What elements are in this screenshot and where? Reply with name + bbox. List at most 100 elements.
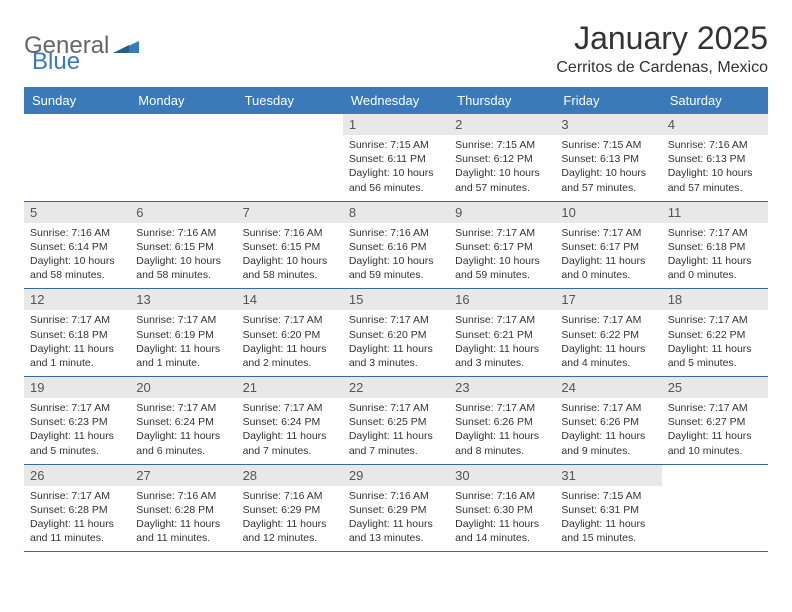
day-line: Sunset: 6:29 PM <box>243 503 337 517</box>
day-number: 24 <box>555 377 661 398</box>
day-number: 20 <box>130 377 236 398</box>
calendar-day: 18Sunrise: 7:17 AMSunset: 6:22 PMDayligh… <box>662 289 768 376</box>
weeks-container: 1Sunrise: 7:15 AMSunset: 6:11 PMDaylight… <box>24 114 768 552</box>
day-line: Sunset: 6:31 PM <box>561 503 655 517</box>
day-line: Sunrise: 7:16 AM <box>455 489 549 503</box>
day-body: Sunrise: 7:17 AMSunset: 6:26 PMDaylight:… <box>449 398 555 464</box>
day-line: Sunset: 6:27 PM <box>668 415 762 429</box>
day-line: Sunset: 6:22 PM <box>561 328 655 342</box>
day-line: Sunrise: 7:17 AM <box>455 313 549 327</box>
day-number: 23 <box>449 377 555 398</box>
day-line: Daylight: 11 hours and 12 minutes. <box>243 517 337 545</box>
day-line: Sunset: 6:25 PM <box>349 415 443 429</box>
day-line: Daylight: 10 hours and 59 minutes. <box>455 254 549 282</box>
calendar-day: 2Sunrise: 7:15 AMSunset: 6:12 PMDaylight… <box>449 114 555 201</box>
brand-flag-icon <box>113 35 139 57</box>
day-body: Sunrise: 7:17 AMSunset: 6:24 PMDaylight:… <box>130 398 236 464</box>
day-number: 2 <box>449 114 555 135</box>
day-body: Sunrise: 7:16 AMSunset: 6:15 PMDaylight:… <box>237 223 343 289</box>
day-line: Daylight: 11 hours and 4 minutes. <box>561 342 655 370</box>
calendar-day: 25Sunrise: 7:17 AMSunset: 6:27 PMDayligh… <box>662 377 768 464</box>
calendar-day: 5Sunrise: 7:16 AMSunset: 6:14 PMDaylight… <box>24 202 130 289</box>
title-block: January 2025 Cerritos de Cardenas, Mexic… <box>556 20 768 77</box>
day-body: Sunrise: 7:17 AMSunset: 6:19 PMDaylight:… <box>130 310 236 376</box>
day-line: Sunset: 6:12 PM <box>455 152 549 166</box>
day-line: Sunset: 6:26 PM <box>455 415 549 429</box>
day-line: Daylight: 10 hours and 58 minutes. <box>243 254 337 282</box>
day-line: Sunset: 6:17 PM <box>455 240 549 254</box>
calendar-day: 20Sunrise: 7:17 AMSunset: 6:24 PMDayligh… <box>130 377 236 464</box>
day-line: Sunrise: 7:17 AM <box>349 401 443 415</box>
day-line: Daylight: 10 hours and 59 minutes. <box>349 254 443 282</box>
day-line: Sunset: 6:28 PM <box>136 503 230 517</box>
day-line: Daylight: 10 hours and 58 minutes. <box>30 254 124 282</box>
day-line: Sunset: 6:17 PM <box>561 240 655 254</box>
day-number: 12 <box>24 289 130 310</box>
day-line: Sunset: 6:19 PM <box>136 328 230 342</box>
weekday-header: Friday <box>555 87 661 114</box>
day-line: Sunrise: 7:17 AM <box>561 226 655 240</box>
calendar: Sunday Monday Tuesday Wednesday Thursday… <box>24 87 768 552</box>
day-line: Sunrise: 7:17 AM <box>243 313 337 327</box>
day-body: Sunrise: 7:16 AMSunset: 6:29 PMDaylight:… <box>343 486 449 552</box>
calendar-day: 26Sunrise: 7:17 AMSunset: 6:28 PMDayligh… <box>24 465 130 552</box>
day-line: Sunset: 6:26 PM <box>561 415 655 429</box>
day-line: Daylight: 11 hours and 13 minutes. <box>349 517 443 545</box>
day-line: Daylight: 11 hours and 7 minutes. <box>243 429 337 457</box>
day-body: Sunrise: 7:15 AMSunset: 6:31 PMDaylight:… <box>555 486 661 552</box>
day-line: Daylight: 11 hours and 11 minutes. <box>136 517 230 545</box>
calendar-day: 11Sunrise: 7:17 AMSunset: 6:18 PMDayligh… <box>662 202 768 289</box>
day-line: Sunset: 6:18 PM <box>668 240 762 254</box>
day-number: 21 <box>237 377 343 398</box>
day-number <box>24 114 130 120</box>
calendar-day: 14Sunrise: 7:17 AMSunset: 6:20 PMDayligh… <box>237 289 343 376</box>
day-number: 25 <box>662 377 768 398</box>
day-line: Sunrise: 7:15 AM <box>561 138 655 152</box>
day-body: Sunrise: 7:17 AMSunset: 6:20 PMDaylight:… <box>343 310 449 376</box>
day-number <box>237 114 343 120</box>
day-body: Sunrise: 7:17 AMSunset: 6:26 PMDaylight:… <box>555 398 661 464</box>
day-line: Sunrise: 7:17 AM <box>668 313 762 327</box>
header: General January 2025 Cerritos de Cardena… <box>24 20 768 77</box>
day-body: Sunrise: 7:17 AMSunset: 6:24 PMDaylight:… <box>237 398 343 464</box>
day-line: Daylight: 10 hours and 58 minutes. <box>136 254 230 282</box>
day-number: 15 <box>343 289 449 310</box>
calendar-day: 23Sunrise: 7:17 AMSunset: 6:26 PMDayligh… <box>449 377 555 464</box>
day-line: Sunset: 6:24 PM <box>136 415 230 429</box>
day-line: Sunrise: 7:17 AM <box>668 226 762 240</box>
calendar-day: 27Sunrise: 7:16 AMSunset: 6:28 PMDayligh… <box>130 465 236 552</box>
day-line: Sunrise: 7:15 AM <box>455 138 549 152</box>
day-body: Sunrise: 7:17 AMSunset: 6:25 PMDaylight:… <box>343 398 449 464</box>
calendar-day: 7Sunrise: 7:16 AMSunset: 6:15 PMDaylight… <box>237 202 343 289</box>
calendar-week: 12Sunrise: 7:17 AMSunset: 6:18 PMDayligh… <box>24 289 768 377</box>
day-line: Sunrise: 7:17 AM <box>136 313 230 327</box>
day-line: Sunset: 6:24 PM <box>243 415 337 429</box>
day-line: Daylight: 10 hours and 57 minutes. <box>668 166 762 194</box>
calendar-day <box>662 465 768 552</box>
calendar-day: 3Sunrise: 7:15 AMSunset: 6:13 PMDaylight… <box>555 114 661 201</box>
day-number: 26 <box>24 465 130 486</box>
weekday-header: Wednesday <box>343 87 449 114</box>
calendar-day: 17Sunrise: 7:17 AMSunset: 6:22 PMDayligh… <box>555 289 661 376</box>
day-line: Daylight: 10 hours and 57 minutes. <box>561 166 655 194</box>
calendar-day: 28Sunrise: 7:16 AMSunset: 6:29 PMDayligh… <box>237 465 343 552</box>
day-number: 29 <box>343 465 449 486</box>
day-line: Sunrise: 7:17 AM <box>561 401 655 415</box>
weekday-header: Saturday <box>662 87 768 114</box>
calendar-day: 29Sunrise: 7:16 AMSunset: 6:29 PMDayligh… <box>343 465 449 552</box>
day-line: Sunrise: 7:17 AM <box>349 313 443 327</box>
day-body: Sunrise: 7:17 AMSunset: 6:21 PMDaylight:… <box>449 310 555 376</box>
day-line: Sunrise: 7:16 AM <box>668 138 762 152</box>
day-line: Sunrise: 7:16 AM <box>243 226 337 240</box>
calendar-day: 16Sunrise: 7:17 AMSunset: 6:21 PMDayligh… <box>449 289 555 376</box>
day-line: Sunrise: 7:16 AM <box>349 226 443 240</box>
calendar-day <box>237 114 343 201</box>
day-line: Sunrise: 7:15 AM <box>561 489 655 503</box>
day-number: 5 <box>24 202 130 223</box>
page-title: January 2025 <box>556 20 768 57</box>
weekday-header: Thursday <box>449 87 555 114</box>
day-line: Daylight: 11 hours and 8 minutes. <box>455 429 549 457</box>
day-line: Daylight: 11 hours and 2 minutes. <box>243 342 337 370</box>
day-body: Sunrise: 7:17 AMSunset: 6:28 PMDaylight:… <box>24 486 130 552</box>
calendar-day: 4Sunrise: 7:16 AMSunset: 6:13 PMDaylight… <box>662 114 768 201</box>
